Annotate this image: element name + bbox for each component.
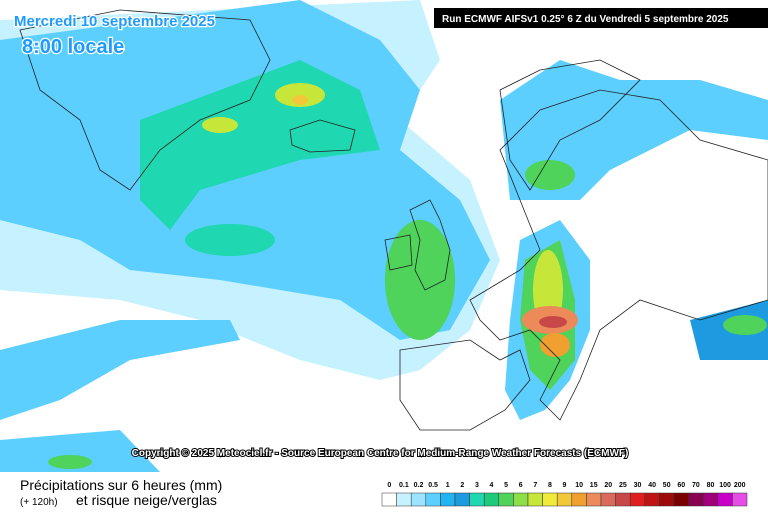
map-area (539, 316, 567, 328)
legend-label: 6 (519, 482, 523, 489)
legend-label: 7 (533, 482, 537, 489)
legend-label: 8 (548, 482, 552, 489)
legend-label: 10 (575, 482, 583, 489)
map-area (723, 315, 767, 335)
legend-swatch (629, 492, 646, 507)
legend-swatch (659, 492, 675, 507)
legend-swatch (732, 492, 748, 507)
legend-label: 25 (619, 482, 627, 489)
legend-swatch (702, 492, 719, 507)
legend-label: 100 (719, 482, 731, 489)
footer-subtitle: et risque neige/verglas (76, 492, 217, 508)
map-area (525, 160, 575, 190)
coastline (409, 199, 451, 291)
legend-swatch (381, 492, 397, 507)
footer-title: Précipitations sur 6 heures (mm) (20, 477, 222, 493)
legend-swatch (483, 492, 500, 507)
legend-label: 50 (663, 482, 671, 489)
legend-swatch (410, 492, 427, 507)
legend-label: 15 (590, 482, 598, 489)
coastline (289, 119, 356, 153)
legend: 0 0.1 0.2 0.5 1 2 3 4 5 6 7 8 9 10 15 20 25 30 40 50 60 70 80 1… (381, 482, 748, 507)
map-area (540, 333, 570, 357)
legend-label: 2 (460, 482, 464, 489)
map-time: 8:00 locale (22, 36, 124, 58)
map-area (0, 320, 240, 420)
legend-label: 70 (692, 482, 700, 489)
map-area (140, 60, 380, 230)
map-date: Mercredi 10 septembre 2025 (14, 13, 215, 30)
coastline (469, 89, 768, 421)
legend-label: 3 (475, 482, 479, 489)
legend-swatch (644, 492, 660, 507)
coastline (399, 339, 531, 431)
legend-swatch (469, 492, 485, 507)
map-area (434, 8, 768, 28)
run-label: Run ECMWF AIFSv1 0.25° 6 Z du Vendredi 5… (442, 14, 729, 25)
legend-label: 20 (604, 482, 612, 489)
legend-label: 0 (387, 482, 391, 489)
legend-swatch (615, 492, 631, 507)
map-area (292, 95, 308, 105)
legend-label: 0.1 (399, 482, 409, 489)
legend-label: 0.2 (414, 482, 424, 489)
legend-swatch (586, 492, 602, 507)
legend-label: 0.5 (428, 482, 438, 489)
legend-swatch (556, 492, 573, 507)
legend-swatch (396, 492, 412, 507)
legend-swatch (542, 492, 558, 507)
legend-swatch (513, 492, 529, 507)
legend-label: 4 (490, 482, 494, 489)
legend-swatch (498, 492, 514, 507)
coastline (384, 234, 413, 271)
legend-label: 60 (677, 482, 685, 489)
legend-swatch (673, 492, 689, 507)
legend-label: 30 (634, 482, 642, 489)
map-area (202, 117, 238, 133)
legend-swatch (571, 492, 587, 507)
map-area (48, 455, 92, 469)
legend-label: 80 (707, 482, 715, 489)
legend-label: 1 (446, 482, 450, 489)
map-area (185, 224, 275, 256)
legend-swatch (717, 492, 733, 507)
copyright: Copyright © 2025 Meteociel.fr - Source E… (132, 448, 629, 459)
legend-label: 40 (648, 482, 656, 489)
footer-lead: (+ 120h) (20, 497, 58, 508)
legend-swatch (425, 492, 441, 507)
legend-swatch (600, 492, 616, 507)
legend-swatch (527, 492, 543, 507)
legend-label: 9 (563, 482, 567, 489)
coastline (19, 9, 271, 191)
map-area (0, 430, 160, 472)
legend-label: 5 (504, 482, 508, 489)
legend-label: 200 (734, 482, 746, 489)
legend-swatch (688, 492, 704, 507)
legend-swatch (454, 492, 470, 507)
coastline (499, 59, 641, 191)
legend-swatch (440, 492, 456, 507)
